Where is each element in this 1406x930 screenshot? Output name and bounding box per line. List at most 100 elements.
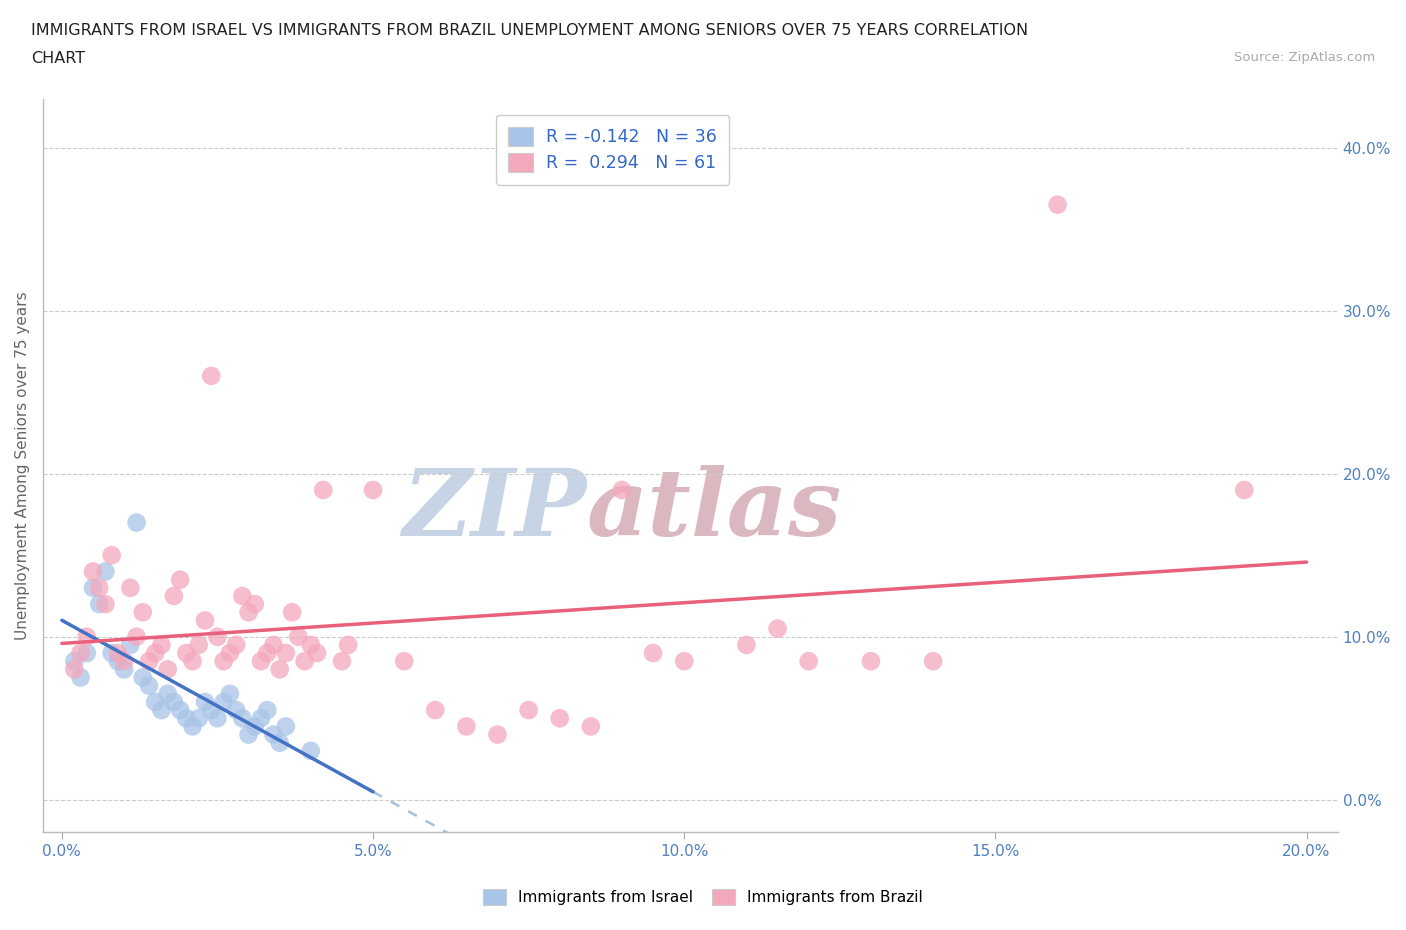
Point — [132, 604, 155, 619]
Point — [107, 654, 129, 669]
Point — [797, 654, 820, 669]
Point — [392, 654, 415, 669]
Legend: Immigrants from Israel, Immigrants from Brazil: Immigrants from Israel, Immigrants from … — [477, 883, 929, 911]
Text: atlas: atlas — [586, 465, 842, 554]
Point — [82, 580, 104, 595]
Text: Source: ZipAtlas.com: Source: ZipAtlas.com — [1234, 51, 1375, 64]
Point — [287, 630, 309, 644]
Legend: R = -0.142   N = 36, R =  0.294   N = 61: R = -0.142 N = 36, R = 0.294 N = 61 — [496, 114, 730, 184]
Point — [207, 711, 229, 725]
Point — [187, 711, 209, 725]
Point — [735, 637, 758, 652]
Point — [486, 727, 509, 742]
Point — [194, 695, 217, 710]
Point — [125, 515, 148, 530]
Point — [69, 670, 91, 684]
Point — [262, 637, 284, 652]
Point — [200, 703, 222, 718]
Point — [269, 736, 291, 751]
Point — [94, 565, 117, 579]
Point — [219, 686, 242, 701]
Point — [169, 703, 191, 718]
Point — [579, 719, 602, 734]
Point — [100, 645, 122, 660]
Point — [156, 686, 179, 701]
Point — [337, 637, 360, 652]
Point — [274, 645, 297, 660]
Point — [120, 637, 142, 652]
Point — [94, 597, 117, 612]
Point — [238, 604, 260, 619]
Point — [1233, 483, 1256, 498]
Point — [181, 719, 204, 734]
Point — [517, 703, 540, 718]
Point — [89, 580, 111, 595]
Text: IMMIGRANTS FROM ISRAEL VS IMMIGRANTS FROM BRAZIL UNEMPLOYMENT AMONG SENIORS OVER: IMMIGRANTS FROM ISRAEL VS IMMIGRANTS FRO… — [31, 23, 1028, 38]
Point — [269, 662, 291, 677]
Point — [100, 548, 122, 563]
Point — [181, 654, 204, 669]
Point — [262, 727, 284, 742]
Point — [63, 654, 86, 669]
Point — [425, 703, 447, 718]
Point — [243, 597, 266, 612]
Point — [69, 645, 91, 660]
Point — [176, 711, 198, 725]
Point — [150, 703, 173, 718]
Point — [169, 572, 191, 587]
Point — [138, 678, 160, 693]
Text: ZIP: ZIP — [402, 465, 586, 554]
Point — [212, 654, 235, 669]
Point — [112, 662, 135, 677]
Point — [231, 589, 253, 604]
Point — [548, 711, 571, 725]
Point — [76, 645, 98, 660]
Point — [243, 719, 266, 734]
Point — [225, 703, 247, 718]
Point — [156, 662, 179, 677]
Point — [312, 483, 335, 498]
Point — [225, 637, 247, 652]
Point — [163, 695, 186, 710]
Point — [187, 637, 209, 652]
Point — [132, 670, 155, 684]
Point — [76, 630, 98, 644]
Point — [456, 719, 478, 734]
Point — [361, 483, 384, 498]
Point — [250, 711, 273, 725]
Point — [299, 637, 322, 652]
Point — [305, 645, 328, 660]
Point — [143, 645, 166, 660]
Point — [641, 645, 664, 660]
Point — [150, 637, 173, 652]
Point — [281, 604, 304, 619]
Point — [1046, 197, 1069, 212]
Point — [143, 695, 166, 710]
Point — [63, 662, 86, 677]
Point — [610, 483, 633, 498]
Text: CHART: CHART — [31, 51, 84, 66]
Point — [256, 645, 278, 660]
Point — [673, 654, 696, 669]
Point — [274, 719, 297, 734]
Point — [219, 645, 242, 660]
Point — [922, 654, 945, 669]
Point — [107, 645, 129, 660]
Point — [299, 743, 322, 758]
Point — [194, 613, 217, 628]
Point — [859, 654, 882, 669]
Point — [250, 654, 273, 669]
Point — [120, 580, 142, 595]
Point — [163, 589, 186, 604]
Point — [766, 621, 789, 636]
Point — [207, 630, 229, 644]
Point — [138, 654, 160, 669]
Y-axis label: Unemployment Among Seniors over 75 years: Unemployment Among Seniors over 75 years — [15, 291, 30, 640]
Point — [238, 727, 260, 742]
Point — [200, 368, 222, 383]
Point — [89, 597, 111, 612]
Point — [294, 654, 316, 669]
Point — [82, 565, 104, 579]
Point — [112, 654, 135, 669]
Point — [231, 711, 253, 725]
